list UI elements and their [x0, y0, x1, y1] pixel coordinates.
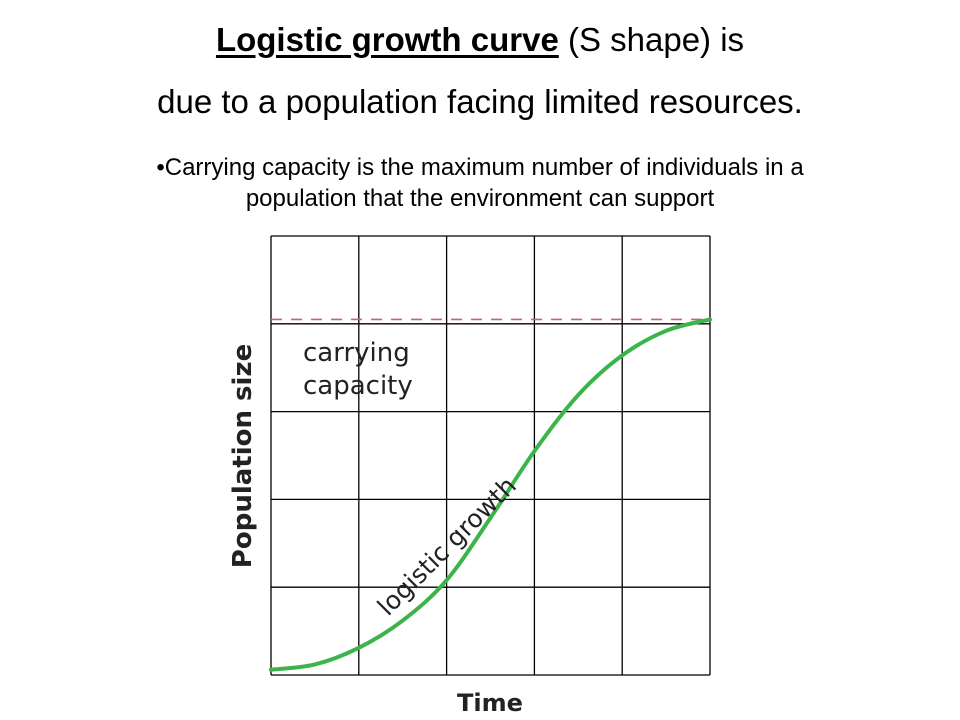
title-emphasis: Logistic growth curve — [215, 21, 559, 58]
bullet-line-2: population that the environment can supp… — [245, 185, 715, 212]
bullet-marker: • — [156, 154, 165, 181]
y-axis-label: Population size — [228, 344, 258, 568]
bullet-definition: •Carrying capacity is the maximum number… — [0, 152, 960, 214]
x-axis-label: Time — [457, 689, 523, 717]
bullet-text-1: Carrying capacity is the maximum number … — [164, 154, 804, 181]
carrying-capacity-label-line2: capacity — [303, 371, 413, 401]
chart-grid — [270, 235, 711, 676]
title-line-1: Logistic growth curve (S shape) is — [0, 20, 960, 60]
bullet-line-1: •Carrying capacity is the maximum number… — [0, 152, 960, 183]
title-line-2: due to a population facing limited resou… — [157, 83, 803, 120]
carrying-capacity-label-line1: carrying — [303, 338, 410, 368]
logistic-curve — [269, 317, 712, 672]
title-rest: (S shape) is — [558, 21, 745, 58]
